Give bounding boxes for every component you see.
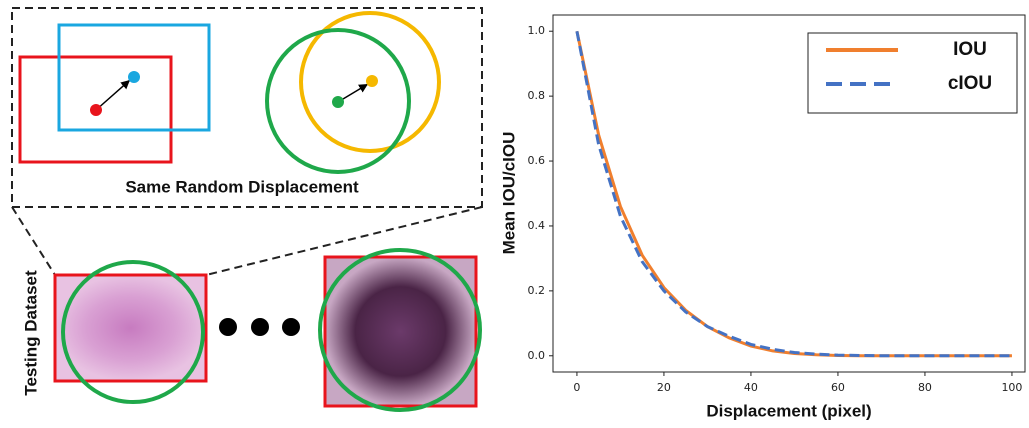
x-axis-label: Displacement (pixel) [706,401,871,420]
ellipsis-dot [251,318,269,336]
tissue-image [325,257,476,406]
figure: Same Random Displacement Testing Dataset… [0,0,1029,428]
y-axis-label: Mean IOU/cIOU [499,132,518,255]
x-tick-label: 0 [573,381,580,394]
dot [366,75,378,87]
y-tick-label: 0.6 [528,154,546,167]
x-tick-label: 20 [657,381,671,394]
zoom-line [12,207,55,275]
x-tick-label: 40 [744,381,758,394]
y-tick-label: 0.8 [528,89,546,102]
dot [128,71,140,83]
ellipsis-dot [219,318,237,336]
ellipsis-dot [282,318,300,336]
dot [90,104,102,116]
x-tick-label: 100 [1001,381,1022,394]
y-tick-label: 0.4 [528,219,546,232]
x-tick-label: 80 [918,381,932,394]
legend-label: cIOU [948,73,992,94]
legend-label: IOU [953,39,987,60]
x-tick-label: 60 [831,381,845,394]
dot [332,96,344,108]
dataset-label: Testing Dataset [21,270,40,396]
y-tick-label: 1.0 [528,24,546,37]
y-tick-label: 0.2 [528,284,546,297]
arrow [96,80,130,110]
y-tick-label: 0.0 [528,349,546,362]
caption: Same Random Displacement [125,177,359,196]
